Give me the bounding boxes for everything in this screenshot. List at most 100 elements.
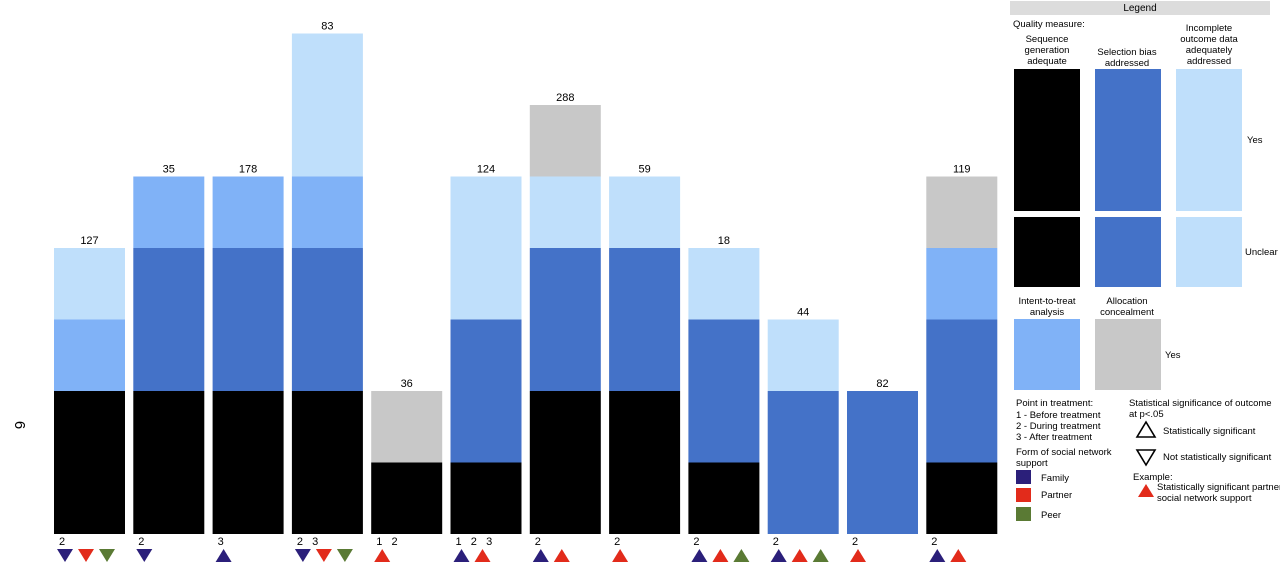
bar-9-label: 18 (718, 235, 730, 247)
bar-3-segment-sequence (212, 391, 284, 534)
bar-9-segment-selection (688, 319, 760, 463)
legend-swatch-sequence-yes (1014, 69, 1080, 211)
bar-4-partner-not-sig-triangle-icon (315, 549, 332, 562)
bar-1-partner-not-sig-triangle-icon (78, 549, 94, 562)
bar-8-segment-selection (609, 248, 681, 391)
bar-4-phases: 2 3 (297, 536, 318, 548)
bar-4-peer-not-sig-triangle-icon (336, 549, 353, 562)
bar-1-segment-sequence (54, 391, 125, 534)
bar-11-segment-selection (847, 391, 918, 534)
bar-8-phases: 2 (614, 536, 620, 548)
legend-title: Legend (1123, 3, 1156, 14)
bar-10-peer-sig-triangle-icon (812, 549, 829, 562)
legend-peer-swatch (1016, 507, 1031, 521)
bar-12-segment-itt (926, 248, 998, 320)
legend-not-sig-triangle-icon (1135, 449, 1157, 467)
bar-2-segment-selection (133, 248, 205, 391)
bar-2-label: 35 (163, 164, 175, 176)
legend-example-title: Example: (1133, 472, 1173, 483)
legend-point-1: 1 - Before treatment (1016, 410, 1101, 421)
legend-family-swatch (1016, 470, 1031, 484)
legend-form-title-line-1: Form of social network (1016, 447, 1112, 458)
legend-form-title-line-2: support (1016, 458, 1048, 469)
legend-yes-label: Yes (1247, 135, 1263, 146)
bar-6-segment-selection (450, 319, 522, 463)
legend-swatch-selection-unclear (1095, 217, 1161, 287)
legend-yes2-label: Yes (1165, 350, 1181, 361)
legend-sequence-line-3: adequate (1027, 56, 1067, 67)
legend-example-line-1: Statistically significant partner (1157, 482, 1280, 493)
legend-example-line-2: social network support (1157, 493, 1252, 504)
bar-5-partner-sig-triangle-icon (374, 549, 391, 562)
bar-1-phases: 2 (59, 536, 65, 548)
bar-10-segment-incomplete (767, 319, 839, 391)
bar-9-partner-sig-triangle-icon (712, 549, 729, 562)
bar-8-partner-sig-triangle-icon (612, 549, 629, 562)
bar-12-partner-sig-triangle-icon (950, 549, 967, 562)
bar-1-family-not-sig-triangle-icon (57, 549, 73, 562)
legend-itt-line-1: Intent-to-treat (1018, 296, 1075, 307)
legend-sequence-line-1: Sequence (1026, 34, 1069, 45)
legend-partner-label: Partner (1041, 490, 1072, 501)
bar-12-phases: 2 (931, 536, 937, 548)
bar-1-label: 127 (80, 235, 98, 247)
bar-6-label: 124 (477, 164, 495, 176)
bar-1-peer-not-sig-triangle-icon (99, 549, 115, 562)
bar-7-family-sig-triangle-icon (532, 549, 549, 562)
bar-9-segment-sequence (688, 462, 760, 534)
bar-7-label: 288 (556, 92, 574, 104)
legend-sequence-line-2: generation (1025, 45, 1070, 56)
bar-3-segment-selection (212, 248, 284, 391)
bar-10-partner-sig-triangle-icon (791, 549, 808, 562)
legend-partner-swatch (1016, 488, 1031, 502)
bar-3-family-sig-triangle-icon (215, 549, 232, 562)
bar-6-segment-incomplete (450, 176, 522, 320)
bar-2-segment-sequence (133, 391, 205, 534)
legend-incomplete-line-1: Incomplete (1186, 23, 1232, 34)
bar-6-family-sig-triangle-icon (453, 549, 470, 562)
legend-quality-measure: Quality measure: (1013, 19, 1085, 30)
bar-9-family-sig-triangle-icon (691, 549, 708, 562)
legend-sig-label: Statistically significant (1163, 426, 1256, 437)
legend-allocation-line-2: concealment (1100, 307, 1154, 318)
legend-point-2: 2 - During treatment (1016, 421, 1101, 432)
bar-5-segment-allocation (371, 391, 443, 463)
bar-10-segment-selection (767, 391, 839, 534)
bar-9-peer-sig-triangle-icon (733, 549, 750, 562)
legend-sig-triangle-icon (1135, 420, 1157, 438)
legend-swatch-incomplete-yes (1176, 69, 1242, 211)
legend-family-label: Family (1041, 473, 1069, 484)
bar-3-label: 178 (239, 164, 257, 176)
bar-7-partner-sig-triangle-icon (553, 549, 570, 562)
bar-12-segment-allocation (926, 176, 998, 248)
bar-10-phases: 2 (773, 536, 779, 548)
bar-2-phases: 2 (138, 536, 144, 548)
legend-swatch-incomplete-unclear (1176, 217, 1242, 287)
bar-6-phases: 1 2 3 (456, 536, 493, 548)
bar-1-segment-incomplete (54, 248, 125, 320)
bar-7-segment-allocation (529, 105, 601, 177)
legend-allocation-line-1: Allocation (1106, 296, 1147, 307)
legend-swatch-selection-yes (1095, 69, 1161, 211)
bar-4-family-not-sig-triangle-icon (294, 549, 311, 562)
bar-4-segment-sequence (291, 391, 363, 534)
bar-12-label: 119 (953, 164, 971, 176)
bar-12-segment-selection (926, 319, 998, 463)
legend: Legend Quality measure: Sequence generat… (1010, 1, 1280, 521)
legend-itt-line-2: analysis (1030, 307, 1065, 318)
bar-8-label: 59 (638, 164, 650, 176)
bar-6-segment-sequence (450, 462, 522, 534)
legend-swatch-allocation-yes (1095, 319, 1161, 390)
bar-3-phases: 3 (218, 536, 224, 548)
bar-8-segment-incomplete (609, 176, 681, 248)
bar-4-segment-itt (291, 176, 363, 248)
bar-11-phases: 2 (852, 536, 858, 548)
bar-11-partner-sig-triangle-icon (850, 549, 866, 562)
bar-9-segment-incomplete (688, 248, 760, 320)
bar-3-segment-itt (212, 176, 284, 248)
legend-incomplete-line-3: adequately (1186, 45, 1233, 56)
bar-10-family-sig-triangle-icon (770, 549, 787, 562)
legend-swatch-itt-yes (1014, 319, 1080, 390)
legend-selection-line-2: addressed (1105, 58, 1149, 69)
bar-7-phases: 2 (535, 536, 541, 548)
